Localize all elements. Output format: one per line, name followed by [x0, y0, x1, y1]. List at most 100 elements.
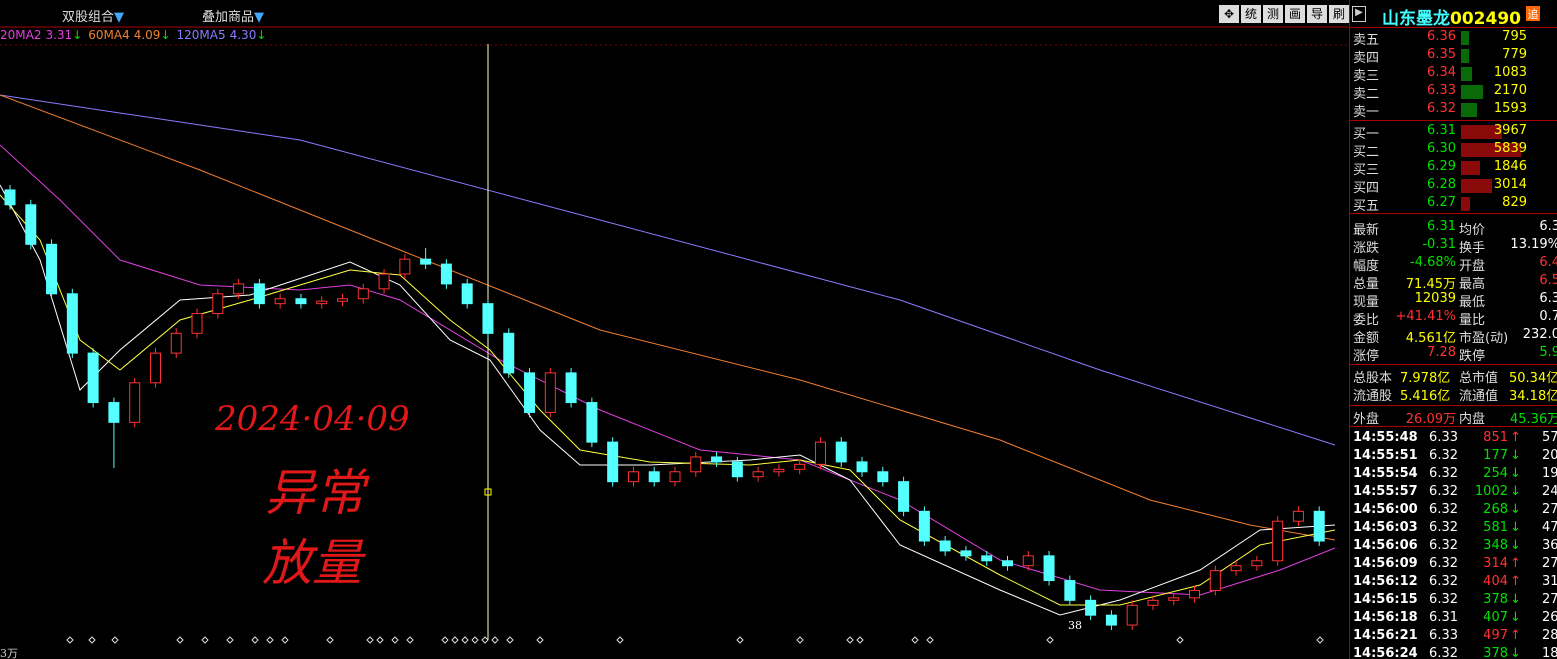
combo-menu[interactable]: 双股组合▼: [62, 6, 124, 25]
stat-label: 现量: [1353, 295, 1380, 310]
candle-body: [4, 189, 16, 206]
candle-body: [482, 303, 494, 334]
book-label: 买四: [1353, 181, 1380, 196]
stat-value: 0.7: [1539, 309, 1557, 324]
overlay-menu[interactable]: 叠加商品▼: [202, 6, 264, 25]
tick-volume: 404: [1483, 574, 1508, 589]
tick-arrow: ↑: [1510, 556, 1521, 571]
low-label: 38: [1068, 619, 1082, 632]
candle-body: [544, 372, 556, 413]
tick-count: 57: [1542, 430, 1557, 445]
ma20: [0, 144, 1336, 596]
event-marker: [1046, 636, 1054, 644]
candle-body: [773, 468, 785, 473]
move-button[interactable]: ✥: [1219, 5, 1239, 23]
candle-body: [274, 298, 286, 305]
stat-value: 71.45万: [1405, 277, 1456, 292]
ma-label: 60MA4: [88, 28, 130, 42]
event-marker: [176, 636, 184, 644]
event-marker: [266, 636, 274, 644]
panel-toggle[interactable]: ▶: [1352, 6, 1366, 22]
capital-label: 流通股: [1353, 389, 1393, 404]
book-label: 卖四: [1353, 51, 1380, 66]
event-marker: [736, 636, 744, 644]
ma60: [0, 94, 1336, 541]
event-marker: [506, 636, 514, 644]
candle-body: [711, 456, 723, 463]
candle-body: [212, 293, 224, 315]
candle-body: [399, 258, 411, 275]
book-volume: 779: [1502, 47, 1527, 62]
tick-volume: 1002: [1474, 484, 1508, 499]
event-marker: [326, 636, 334, 644]
tick-volume: 497: [1483, 628, 1508, 643]
book-volume: 3967: [1493, 123, 1527, 138]
candle-body: [918, 510, 930, 542]
tick-count: 28: [1542, 628, 1557, 643]
tick-price: 6.32: [1429, 466, 1458, 481]
book-volume: 829: [1502, 195, 1527, 210]
tick-price: 6.32: [1429, 574, 1458, 589]
stock-name: 山东墨龙: [1382, 9, 1450, 29]
candle-body: [981, 555, 993, 562]
tick-price: 6.32: [1429, 502, 1458, 517]
event-marker: [846, 636, 854, 644]
event-marker: [926, 636, 934, 644]
alert-icon[interactable]: 追: [1526, 6, 1540, 21]
book-price: 6.29: [1427, 159, 1456, 174]
capital-label: 流通值: [1459, 389, 1499, 404]
tick-price: 6.32: [1429, 538, 1458, 553]
event-marker: [856, 636, 864, 644]
tick-time: 14:55:48: [1353, 430, 1418, 445]
book-price: 6.31: [1427, 123, 1456, 138]
event-marker: [251, 636, 259, 644]
candle-body: [1043, 555, 1055, 582]
stat-label: 开盘: [1459, 259, 1486, 274]
tick-count: 27: [1542, 592, 1557, 607]
capital-value: 7.978亿: [1400, 371, 1451, 386]
toolbar-button[interactable]: 导: [1307, 5, 1327, 23]
tick-count: 27: [1542, 502, 1557, 517]
book-volume: 5839: [1493, 141, 1527, 156]
candle-body: [814, 441, 826, 465]
tick-arrow: ↑: [1510, 574, 1521, 589]
candle-body: [1168, 597, 1180, 601]
dropdown-icon: ▼: [114, 10, 125, 25]
event-marker: [911, 636, 919, 644]
tick-arrow: ↓: [1510, 502, 1521, 517]
kline-chart: 2024·04·09 异常 放量 38 3万: [0, 26, 1348, 659]
candle-body: [1313, 510, 1325, 542]
candle-body: [378, 273, 390, 290]
toolbar-button[interactable]: 统: [1241, 5, 1261, 23]
tick-time: 14:56:12: [1353, 574, 1418, 589]
book-price: 6.30: [1427, 141, 1456, 156]
stat-value: 6.3: [1539, 219, 1557, 234]
capital-value: 34.18亿: [1509, 389, 1557, 404]
toolbar-button[interactable]: 刷: [1329, 5, 1349, 23]
tick-price: 6.33: [1429, 628, 1458, 643]
ma-arrow: ↓: [160, 28, 171, 42]
candle-body: [149, 352, 161, 384]
book-price: 6.35: [1427, 47, 1456, 62]
ma-arrow: ↓: [256, 28, 267, 42]
book-volume: 1083: [1493, 65, 1527, 80]
stat-value: 12039: [1414, 291, 1456, 306]
tick-volume: 581: [1483, 520, 1508, 535]
toolbar-button[interactable]: 测: [1263, 5, 1283, 23]
stat-label: 最新: [1353, 223, 1380, 238]
candle-body: [1230, 565, 1242, 572]
separator: [1350, 213, 1557, 214]
toolbar-button[interactable]: 画: [1285, 5, 1305, 23]
candle-body: [46, 243, 58, 295]
book-label: 买一: [1353, 127, 1380, 142]
tick-count: 26: [1542, 610, 1557, 625]
candle-body: [316, 300, 328, 305]
tick-time: 14:56:09: [1353, 556, 1418, 571]
stock-code: 002490: [1450, 9, 1521, 29]
tick-count: 36: [1542, 538, 1557, 553]
tick-time: 14:55:51: [1353, 448, 1418, 463]
ma120: [0, 94, 1336, 446]
quote-panel: ▶ 山东墨龙002490 追 卖五 6.36 795 卖四 6.35 779 卖三 6.34 1…: [1349, 0, 1557, 659]
tick-time: 14:56:24: [1353, 646, 1418, 659]
footer-label: 3万: [0, 647, 18, 659]
